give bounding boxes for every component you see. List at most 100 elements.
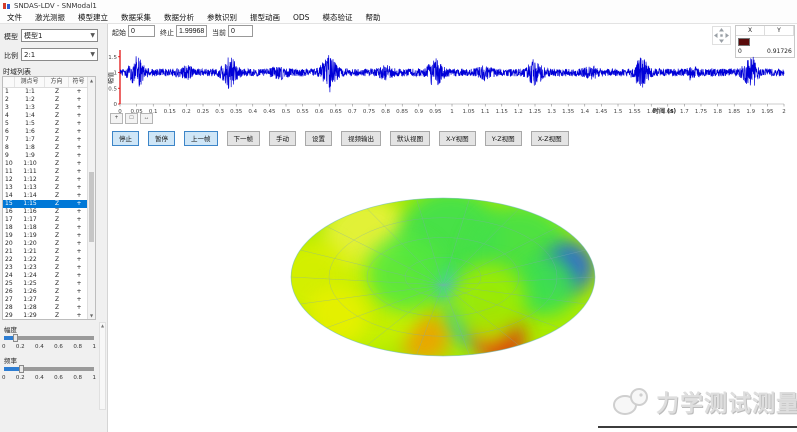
stop-input[interactable] [176,25,207,37]
svg-text:1: 1 [450,109,454,115]
menu-item-1[interactable]: 激光测振 [35,12,65,22]
playbar-button[interactable]: 默认视图 [390,131,430,146]
svg-text:0.1: 0.1 [149,109,158,115]
table-row[interactable]: 24 1:24 Z + [5,272,82,279]
table-row[interactable]: 11 1:11 Z + [5,168,82,175]
menu-item-2[interactable]: 模型建立 [78,12,108,22]
tick-label: 0 [2,344,6,350]
table-row[interactable]: 21 1:21 Z + [5,248,82,255]
chevron-down-icon: ▼ [90,51,95,58]
playbar-button[interactable]: 上一帧 [184,131,218,146]
menu-item-3[interactable]: 数据采集 [121,12,151,22]
scroll-thumb[interactable] [89,172,94,242]
ratio-label: 比例 [4,52,18,60]
slider-fill [4,336,13,340]
model-select[interactable]: 模型1 ▼ [21,29,98,42]
tick-label: 0.6 [54,344,63,350]
table-row[interactable]: 14 1:14 Z + [5,192,82,199]
svg-text:1: 1 [114,71,118,77]
pan-move-icon[interactable] [712,26,731,45]
table-row[interactable]: 25 1:25 Z + [5,280,82,287]
table-row[interactable]: 18 1:18 Z + [5,224,82,231]
svg-text:幅值: 幅值 [108,72,115,84]
playbar-button[interactable]: 暂停 [148,131,175,146]
slider-track[interactable] [4,367,94,371]
table-row[interactable]: 16 1:16 Z + [5,208,82,215]
readout-x-value: 0 [738,48,742,55]
playbar-button[interactable]: 设置 [305,131,332,146]
table-row[interactable]: 4 1:4 Z + [5,112,82,119]
scroll-up-icon[interactable]: ▲ [89,78,94,83]
svg-text:1.05: 1.05 [462,109,475,115]
table-row[interactable]: 23 1:23 Z + [5,264,82,271]
table-row[interactable]: 8 1:8 Z + [5,144,82,151]
scroll-down-icon[interactable]: ▼ [89,313,94,318]
svg-text:1.15: 1.15 [496,109,509,115]
playbar-button[interactable]: 手动 [269,131,296,146]
model-label: 模型 [4,33,18,41]
playbar-button[interactable]: X-Y视图 [439,131,476,146]
tick-label: 0.4 [35,375,44,381]
slider-thumb[interactable] [19,365,24,373]
menu-item-7[interactable]: ODS [293,12,310,22]
table-row[interactable]: 2 1:2 Z + [5,96,82,103]
frequency-slider[interactable] [4,364,94,373]
table-scrollbar[interactable]: ▲ ▼ [87,77,95,319]
chart-tool-button-0[interactable]: + [110,113,123,124]
table-row[interactable]: 5 1:5 Z + [5,120,82,127]
table-row[interactable]: 3 1:3 Z + [5,104,82,111]
table-row[interactable]: 15 1:15 Z + [3,200,95,208]
table-row[interactable]: 7 1:7 Z + [5,136,82,143]
svg-text:0.15: 0.15 [164,109,177,115]
svg-text:0: 0 [118,109,122,115]
current-input[interactable] [228,25,253,37]
slider-track[interactable] [4,336,94,340]
table-row[interactable]: 28 1:28 Z + [5,304,82,311]
menu-item-0[interactable]: 文件 [7,12,22,22]
playbar-button[interactable]: Y-Z视图 [484,131,522,146]
menu-item-6[interactable]: 振型动画 [250,12,280,22]
sidebar-scrollbar[interactable]: ▲ [99,322,106,410]
svg-text:1.95: 1.95 [761,109,774,115]
table-row[interactable]: 9 1:9 Z + [5,152,82,159]
slider-thumb[interactable] [13,334,18,342]
svg-text:0.05: 0.05 [130,109,143,115]
chart-tool-button-1[interactable]: □ [125,113,138,124]
waveform-chart[interactable]: 0 0.5 1 1.5 0 0.05 0.1 0.15 0.2 0.25 0.3 0.35 0.4 0.4… [108,42,797,126]
watermark-text: 力学测试测量 [656,391,797,417]
playbar-button[interactable]: 下一帧 [226,131,260,146]
table-row[interactable]: 20 1:20 Z + [5,240,82,247]
window-title: SNDAS-LDV - SNModal1 [14,1,97,10]
table-row[interactable]: 17 1:17 Z + [5,216,82,223]
table-row[interactable]: 12 1:12 Z + [5,176,82,183]
playbar-button[interactable]: X-Z视图 [530,131,569,146]
playbar-button[interactable]: 停止 [112,131,139,146]
table-row[interactable]: 19 1:19 Z + [5,232,82,239]
table-row[interactable]: 26 1:26 Z + [5,288,82,295]
table-row[interactable]: 27 1:27 Z + [5,296,82,303]
svg-text:0.95: 0.95 [429,109,442,115]
menu-item-4[interactable]: 数据分析 [164,12,194,22]
ratio-select[interactable]: 2:1 ▼ [21,48,98,61]
menu-item-8[interactable]: 模态验证 [322,12,353,22]
cursor-readout-table: X Y 0 0.91726 [735,25,795,58]
table-row[interactable]: 6 1:6 Z + [5,128,82,135]
mode-shape-disk[interactable] [285,192,605,362]
svg-text:0.55: 0.55 [296,109,309,115]
playbar-button[interactable]: 视频输出 [341,131,381,146]
chart-tool-button-2[interactable]: ↔ [140,113,153,124]
tick-label: 0.8 [73,375,83,381]
menu-item-5[interactable]: 参数识别 [207,12,237,22]
start-input[interactable] [128,25,155,37]
chart-mini-toolbar: + □ ↔ [110,113,153,124]
table-row[interactable]: 29 1:29 Z + [5,312,82,319]
menu-bar: 文件 激光测振 模型建立 数据采集 数据分析 参数识别 振型动画 ODS 模态验证 帮助 [0,11,797,24]
svg-text:0.9: 0.9 [414,109,423,115]
table-row[interactable]: 10 1:10 Z + [5,160,82,167]
chevron-down-icon: ▼ [90,32,95,39]
table-row[interactable]: 1 1:1 Z + [5,88,82,95]
menu-item-9[interactable]: 帮助 [365,12,381,22]
amplitude-slider[interactable] [4,333,94,342]
table-row[interactable]: 13 1:13 Z + [5,184,82,191]
table-row[interactable]: 22 1:22 Z + [5,256,82,263]
